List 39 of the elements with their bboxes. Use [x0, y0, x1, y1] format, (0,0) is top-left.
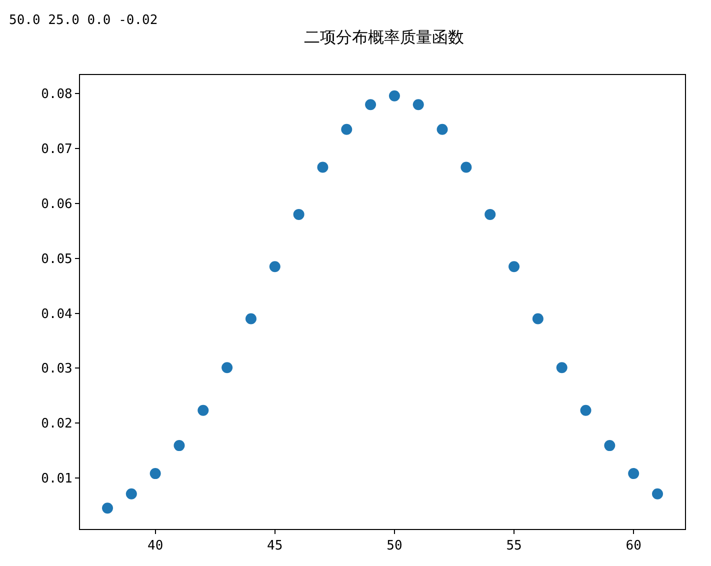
- y-tick-label: 0.04: [41, 306, 73, 322]
- y-tick-label: 0.08: [41, 87, 72, 102]
- point: [102, 502, 113, 514]
- point: [652, 488, 663, 500]
- point: [222, 362, 233, 374]
- point: [293, 208, 304, 220]
- y-tick-label: 0.05: [41, 252, 72, 267]
- point: [556, 362, 568, 374]
- point: [150, 468, 161, 480]
- x-tick-label: 45: [267, 538, 283, 554]
- point: [388, 90, 400, 102]
- y-tick-label: 0.01: [41, 472, 72, 486]
- point: [126, 488, 137, 500]
- chart-title: 二项分布概率质量函数: [304, 27, 464, 46]
- point: [484, 208, 496, 220]
- point: [174, 440, 185, 452]
- point: [628, 468, 640, 480]
- x-tick-label: 50: [386, 538, 402, 554]
- point: [580, 404, 592, 416]
- x-tick-label: 55: [506, 538, 522, 554]
- point: [317, 162, 328, 173]
- point: [269, 261, 280, 272]
- point: [198, 404, 209, 416]
- y-tick-label: 0.06: [41, 197, 72, 212]
- y-tick-label: 0.03: [41, 362, 72, 377]
- point: [460, 162, 472, 173]
- point: [412, 99, 424, 110]
- point: [436, 124, 448, 135]
- y-tick-label: 0.07: [41, 142, 72, 158]
- point: [604, 440, 616, 452]
- x-tick-label: 60: [626, 538, 642, 554]
- point: [245, 313, 256, 324]
- y-tick-label: 0.02: [41, 416, 72, 432]
- point: [532, 313, 544, 324]
- text: 50.0 25.0 0.0 -0.02: [9, 13, 158, 28]
- point: [508, 261, 520, 272]
- point: [365, 99, 376, 110]
- point: [341, 124, 352, 135]
- x-tick-label: 40: [148, 538, 164, 554]
